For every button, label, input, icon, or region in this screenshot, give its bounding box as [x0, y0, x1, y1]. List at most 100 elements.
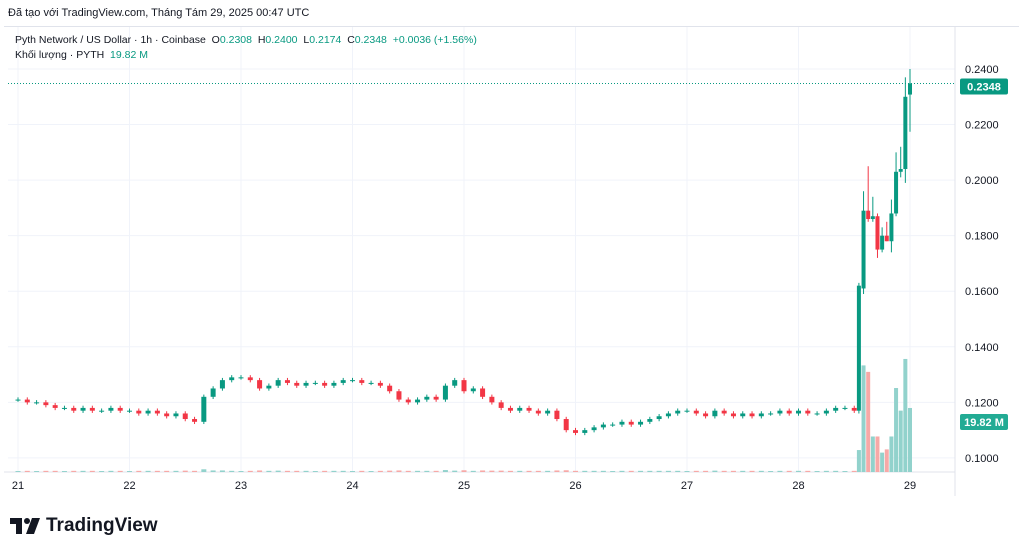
- candle: [154, 410, 160, 414]
- candle: [284, 380, 290, 383]
- candle: [257, 380, 263, 389]
- candle: [368, 382, 374, 384]
- candle: [387, 385, 393, 392]
- candle: [777, 410, 783, 414]
- volume-bar: [89, 470, 95, 472]
- candle: [507, 407, 513, 411]
- candle: [452, 380, 458, 386]
- volume-bar: [563, 470, 569, 472]
- volume-label: Khối lượng · PYTH: [15, 49, 105, 61]
- volume-bar: [517, 470, 523, 472]
- candle: [192, 419, 198, 422]
- volume-bar: [842, 471, 848, 472]
- candle: [350, 380, 355, 382]
- volume-bar: [229, 470, 235, 472]
- candle: [758, 413, 764, 417]
- candle: [219, 380, 225, 389]
- chart-frame: [4, 26, 1019, 497]
- close-value: 0.2348: [354, 34, 387, 46]
- candle: [377, 382, 383, 386]
- y-tick-label: 0.1200: [965, 397, 999, 409]
- candle: [861, 210, 866, 289]
- volume-bar: [628, 470, 634, 472]
- symbol-title: Pyth Network / US Dollar · 1h · Coinbase: [15, 34, 206, 46]
- volume-bar: [805, 470, 811, 472]
- candle: [889, 213, 894, 242]
- candle: [266, 385, 272, 389]
- chart-caption: Đã tạo với TradingView.com, Tháng Tám 29…: [8, 7, 310, 19]
- candle: [489, 396, 495, 403]
- candle: [665, 413, 671, 417]
- candle: [461, 380, 467, 392]
- change-value: +0.0036 (+1.56%): [392, 34, 477, 46]
- volume-bar: [796, 470, 801, 472]
- candle: [693, 410, 699, 414]
- volume-bar: [340, 470, 346, 472]
- low-value: 0.2174: [309, 34, 342, 46]
- candle: [275, 380, 281, 386]
- candle: [359, 380, 365, 383]
- candle: [805, 410, 811, 414]
- volume-bar: [535, 470, 541, 472]
- candle: [740, 413, 746, 417]
- candle: [703, 413, 709, 417]
- candle: [322, 382, 328, 386]
- candle: [884, 235, 889, 242]
- candle: [833, 407, 839, 411]
- volume-bar: [461, 470, 467, 472]
- open-label: O: [211, 34, 220, 46]
- candle: [303, 382, 309, 386]
- volume-bar: [894, 388, 899, 472]
- volume-bar: [34, 471, 40, 472]
- volume-bar: [823, 470, 829, 472]
- candle: [712, 410, 718, 417]
- volume-bar: [880, 452, 885, 472]
- symbol-line: Pyth Network / US Dollar · 1h · Coinbase…: [15, 33, 477, 48]
- volume-bar: [442, 470, 448, 472]
- volume-bar: [903, 358, 908, 472]
- volume-bar: [424, 470, 430, 472]
- x-tick-label: 24: [346, 480, 358, 492]
- volume-bar: [814, 471, 820, 472]
- candle: [173, 413, 179, 417]
- candle: [582, 430, 588, 433]
- candle: [823, 410, 829, 414]
- volume-bar: [396, 470, 402, 472]
- candle: [145, 410, 151, 414]
- volume-bar: [856, 450, 861, 472]
- volume-bar: [619, 470, 625, 472]
- volume-bar: [322, 470, 328, 472]
- candle: [89, 407, 95, 411]
- candle: [340, 380, 346, 383]
- candle: [480, 388, 486, 397]
- volume-bar: [164, 470, 170, 472]
- x-tick-label: 27: [681, 480, 693, 492]
- y-tick-label: 0.1800: [965, 231, 999, 243]
- candle: [903, 96, 908, 170]
- x-tick-label: 26: [569, 480, 581, 492]
- candle: [535, 410, 541, 414]
- candle: [136, 410, 142, 414]
- candle: [43, 402, 49, 406]
- candle: [238, 377, 244, 379]
- volume-bar: [117, 470, 123, 472]
- volume-bar: [480, 470, 486, 472]
- volume-bar: [600, 470, 606, 472]
- candle: [628, 421, 634, 425]
- volume-line: Khối lượng · PYTH 19.82 M: [15, 48, 477, 63]
- volume-bar: [145, 470, 151, 472]
- volume-bar: [526, 470, 532, 472]
- volume-bar: [498, 470, 504, 472]
- volume-bar: [350, 471, 355, 472]
- candle: [470, 388, 476, 392]
- candle: [573, 430, 578, 433]
- volume-bar: [573, 470, 578, 472]
- candle: [554, 410, 560, 420]
- volume-bar: [875, 436, 880, 472]
- candle: [498, 402, 504, 408]
- candle: [99, 410, 105, 412]
- candle: [675, 410, 681, 414]
- volume-bar: [870, 436, 875, 472]
- candle: [619, 421, 625, 425]
